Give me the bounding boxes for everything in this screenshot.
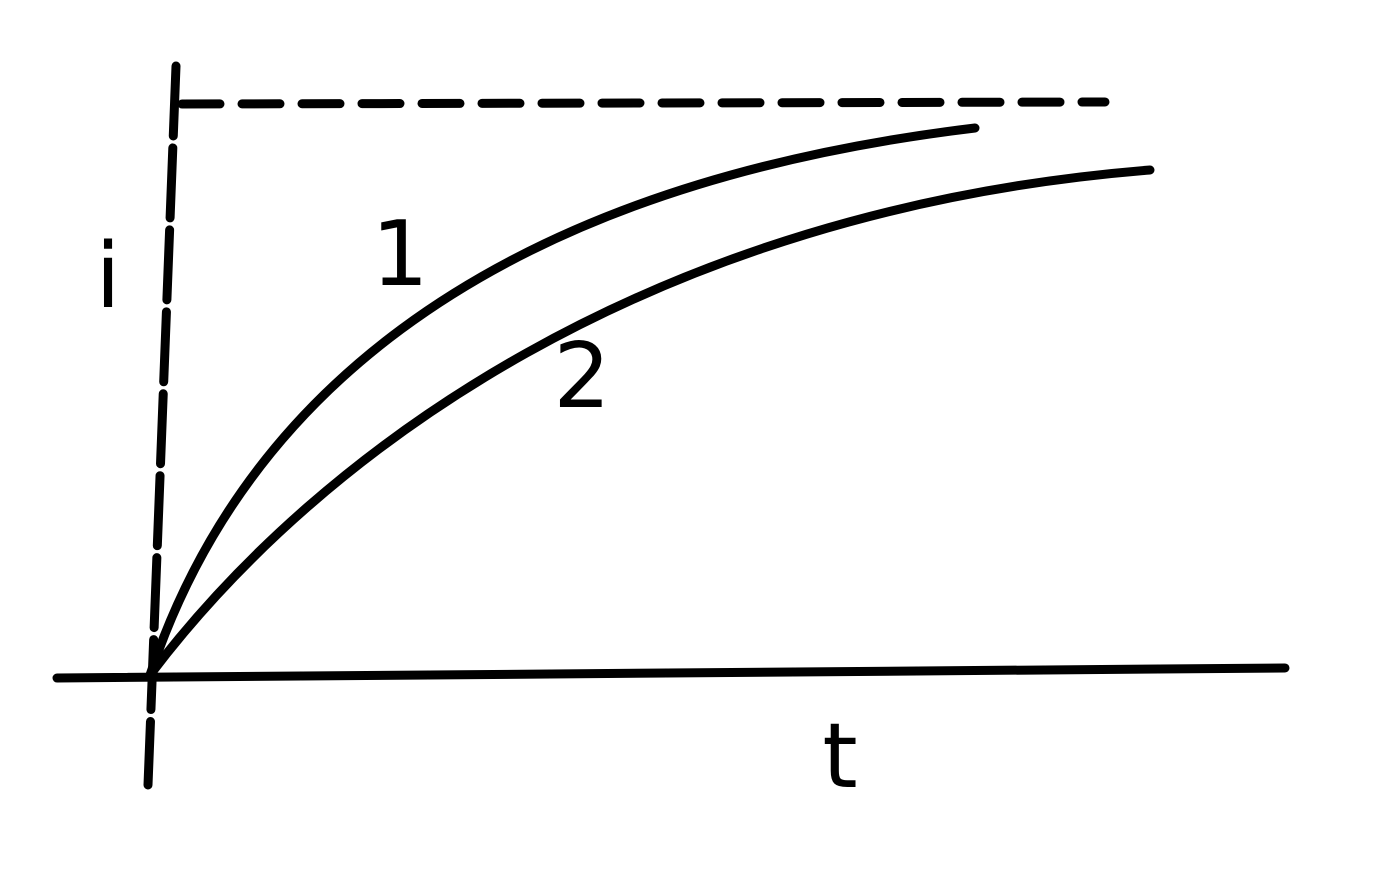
x-axis xyxy=(52,663,1290,683)
x-axis-label: t xyxy=(822,704,857,809)
curve-label: 2 xyxy=(553,324,610,429)
asymptote xyxy=(177,97,1110,109)
curve-label: 1 xyxy=(371,202,428,307)
y-axis-label: i xyxy=(95,224,120,329)
curve-1 xyxy=(145,123,980,680)
curve-2 xyxy=(145,165,1155,680)
